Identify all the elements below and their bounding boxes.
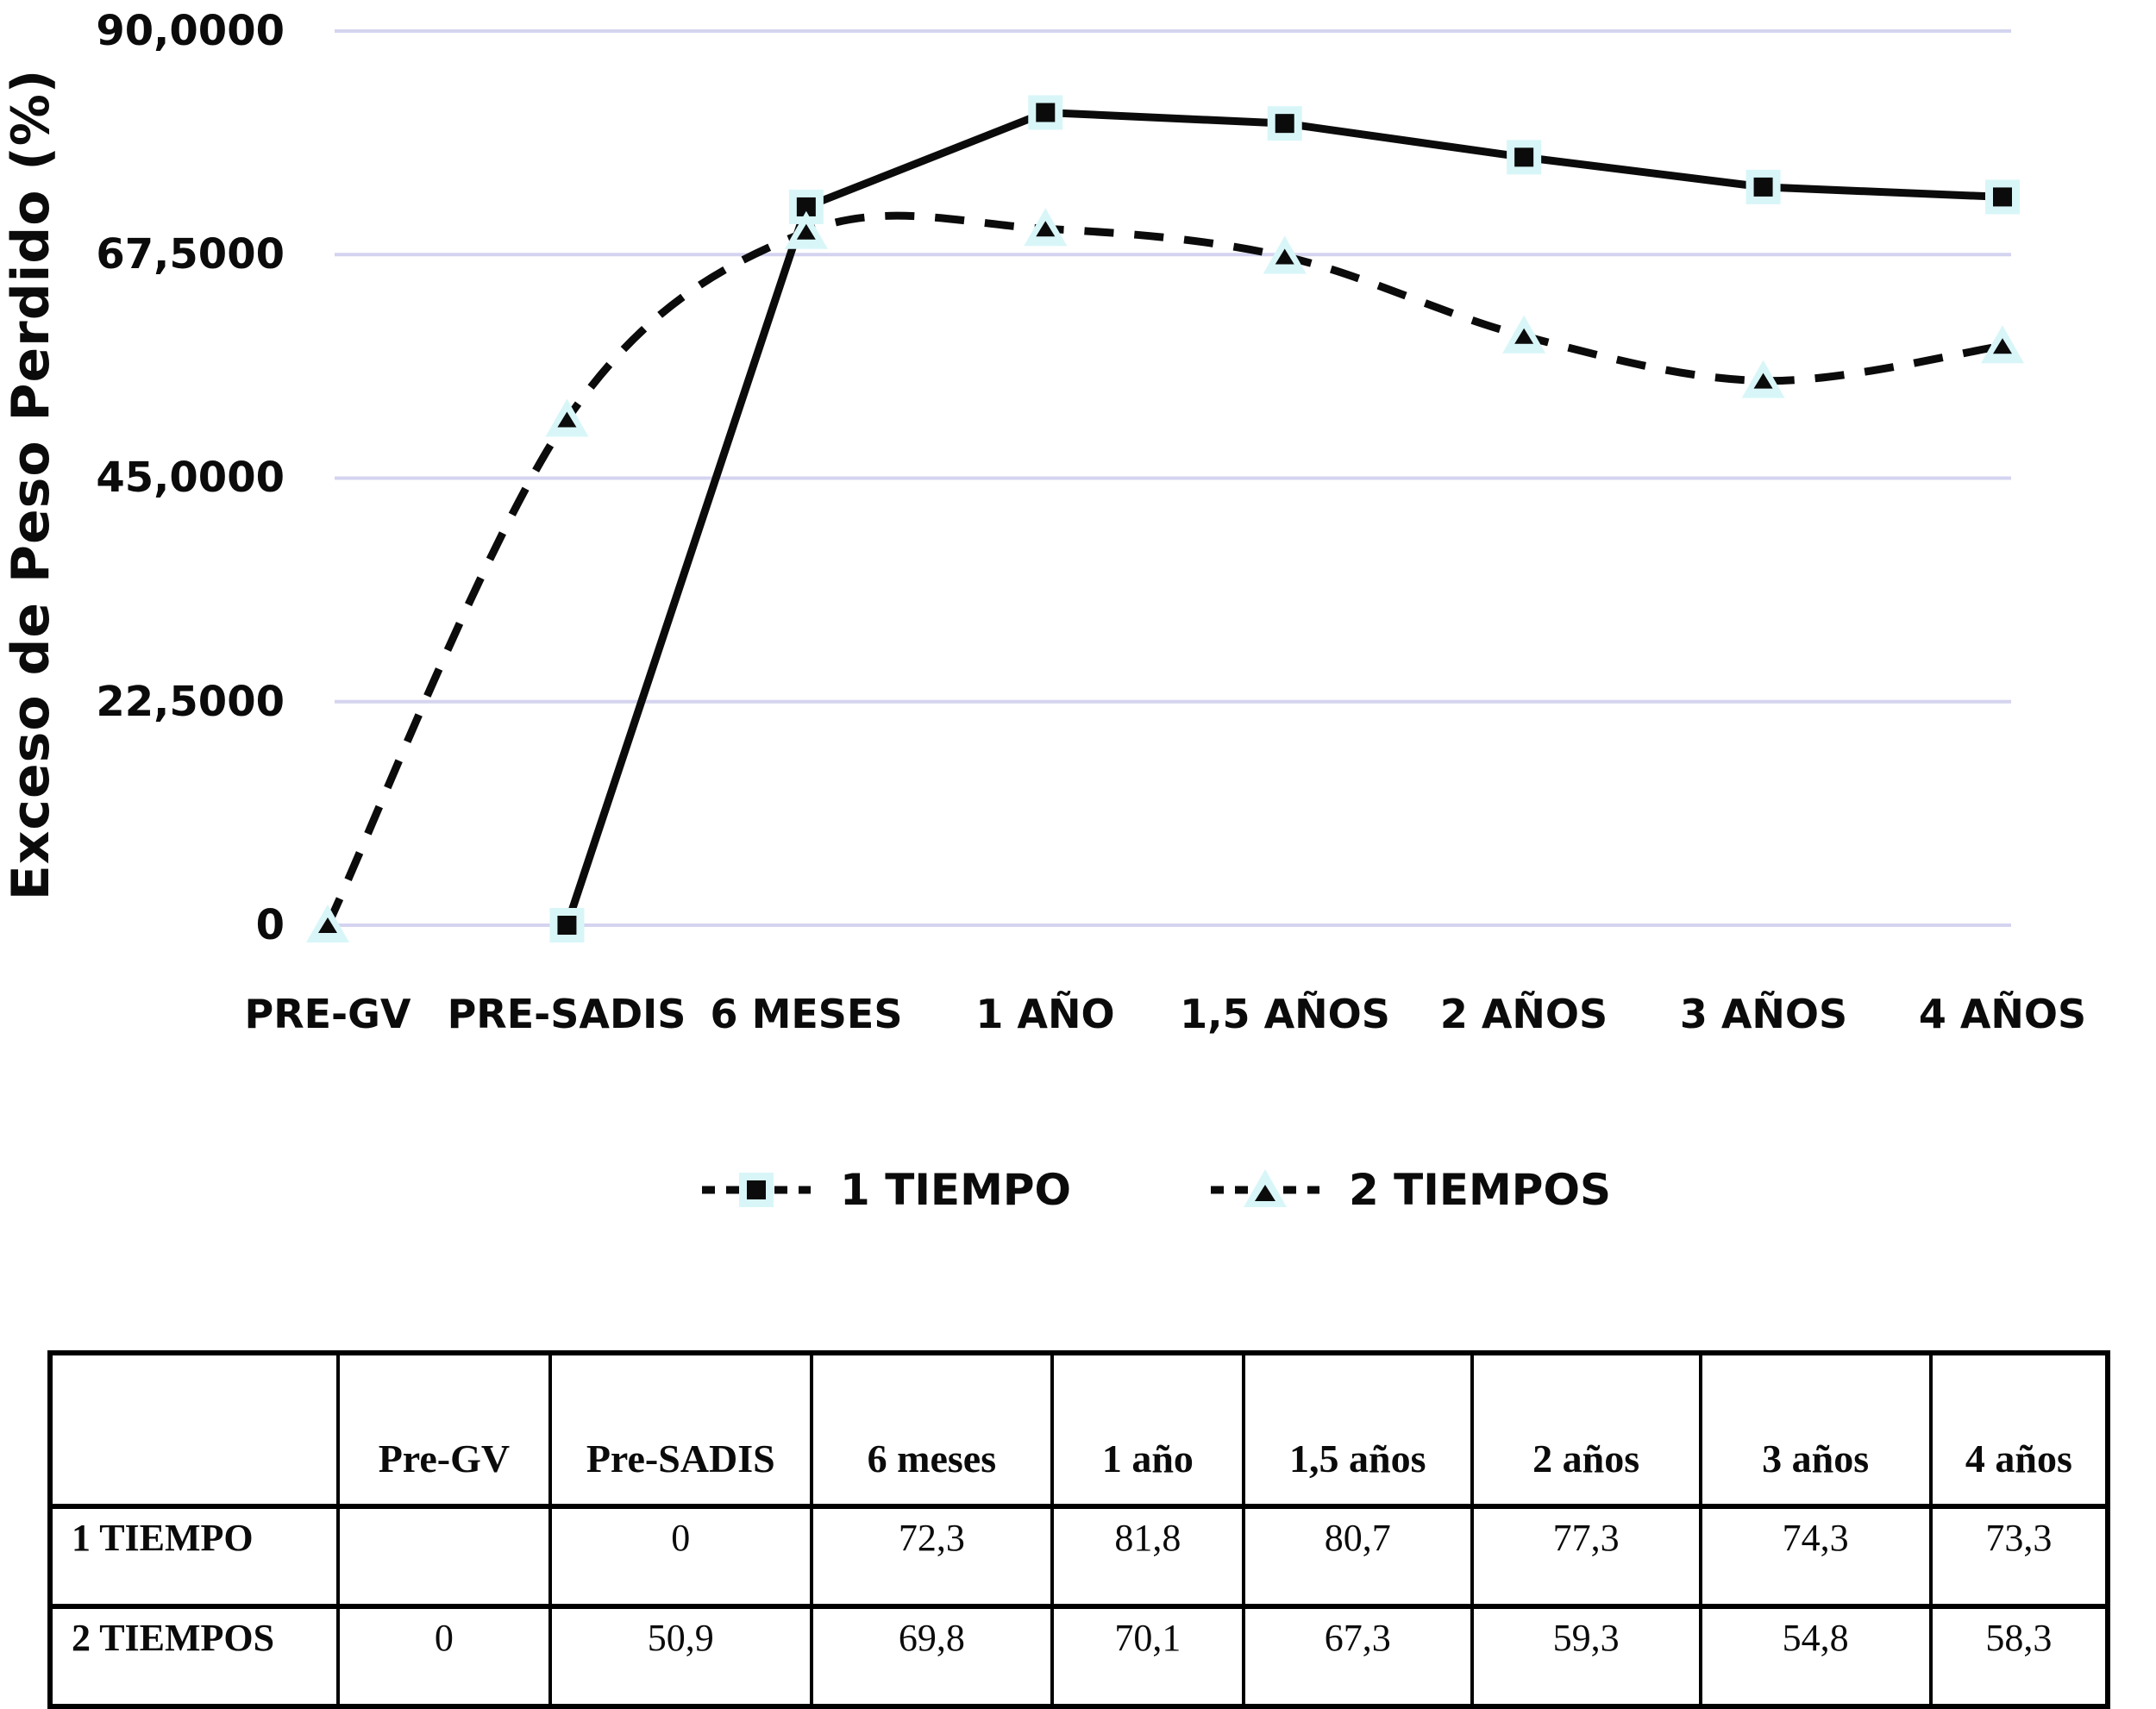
table-cell: 74,3 bbox=[1698, 1504, 1933, 1609]
table-cell: 77,3 bbox=[1470, 1504, 1702, 1609]
table-cell: 0 bbox=[548, 1504, 813, 1609]
x-tick-2-anos: 2 AÑOS bbox=[1439, 991, 1608, 1037]
header-cell-2-anos: 2 años bbox=[1470, 1350, 1702, 1509]
table-cell: 69,8 bbox=[809, 1604, 1054, 1709]
triangle-marker bbox=[1275, 248, 1294, 265]
data-table: Pre-GV Pre-SADIS 6 meses 1 año 1,5 años … bbox=[47, 1350, 2110, 1709]
row-label: 2 TIEMPOS bbox=[47, 1604, 341, 1709]
header-cell-1-5-anos: 1,5 años bbox=[1241, 1350, 1474, 1509]
y-tick-0: 0 bbox=[255, 901, 285, 949]
y-tick-67-5: 67,5000 bbox=[96, 230, 285, 279]
triangle-marker bbox=[796, 223, 816, 240]
legend-label: 2 TIEMPOS bbox=[1348, 1165, 1611, 1215]
table-cell: 67,3 bbox=[1241, 1604, 1474, 1709]
y-tick-45: 45,0000 bbox=[96, 454, 285, 502]
legend-label: 1 TIEMPO bbox=[840, 1165, 1071, 1215]
chart-legend: 1 TIEMPO 2 TIEMPOS bbox=[73, 1162, 2156, 1218]
header-cell-1-ano: 1 año bbox=[1050, 1350, 1245, 1509]
table-header-row: Pre-GV Pre-SADIS 6 meses 1 año 1,5 años … bbox=[47, 1350, 2110, 1509]
square-marker bbox=[796, 197, 816, 216]
series-line-triangle bbox=[323, 211, 2003, 927]
y-tick-22-5: 22,5000 bbox=[96, 678, 285, 726]
plot-canvas bbox=[306, 29, 2024, 942]
table-cell: 58,3 bbox=[1928, 1604, 2110, 1709]
x-tick-1-ano: 1 AÑO bbox=[975, 991, 1115, 1037]
x-tick-3-anos: 3 AÑOS bbox=[1679, 991, 1848, 1037]
table-cell: 81,8 bbox=[1050, 1504, 1245, 1609]
table-cell: 59,3 bbox=[1470, 1604, 1702, 1709]
table-cell: 0 bbox=[336, 1604, 552, 1709]
table-cell: 80,7 bbox=[1241, 1504, 1474, 1609]
table-cell: 73,3 bbox=[1928, 1504, 2110, 1609]
x-tick-pre-sadis: PRE-SADIS bbox=[447, 991, 686, 1037]
square-marker-icon bbox=[702, 1173, 812, 1207]
triangle-marker bbox=[1753, 372, 1773, 389]
x-tick-pre-gv: PRE-GV bbox=[244, 991, 411, 1037]
triangle-marker bbox=[318, 917, 337, 933]
table-cell: 50,9 bbox=[548, 1604, 813, 1709]
line-chart-figure: Exceso de Peso Perdido (%) 90,0000 67,50… bbox=[1, 7, 2087, 1037]
triangle-marker bbox=[1514, 328, 1534, 344]
x-tick-1-5-anos: 1,5 AÑOS bbox=[1180, 991, 1390, 1037]
square-marker bbox=[1753, 177, 1773, 197]
header-cell-pre-gv: Pre-GV bbox=[336, 1350, 552, 1509]
square-marker bbox=[1275, 114, 1294, 134]
table-row-1-tiempo: 1 TIEMPO 0 72,3 81,8 80,7 77,3 74,3 73,3 bbox=[47, 1504, 2110, 1609]
triangle-marker bbox=[1036, 221, 1056, 237]
series-line-square bbox=[563, 108, 2003, 927]
header-cell-4-anos: 4 años bbox=[1928, 1350, 2110, 1509]
triangle-marker bbox=[557, 411, 577, 428]
table-cell: 54,8 bbox=[1698, 1604, 1933, 1709]
header-cell-empty bbox=[47, 1350, 341, 1509]
table-cell bbox=[336, 1504, 552, 1609]
row-label: 1 TIEMPO bbox=[47, 1504, 341, 1609]
triangle-marker-icon bbox=[1210, 1169, 1319, 1207]
x-tick-6-meses: 6 MESES bbox=[710, 991, 903, 1037]
x-tick-4-anos: 4 AÑOS bbox=[1918, 991, 2087, 1037]
square-marker bbox=[1993, 187, 2012, 207]
table-cell: 72,3 bbox=[809, 1504, 1054, 1609]
header-cell-3-anos: 3 años bbox=[1698, 1350, 1933, 1509]
triangle-marker bbox=[1993, 338, 2012, 354]
header-cell-pre-sadis: Pre-SADIS bbox=[548, 1350, 813, 1509]
legend-item-2-tiempos: 2 TIEMPOS bbox=[1200, 1162, 1611, 1218]
square-marker bbox=[1036, 103, 1056, 122]
header-cell-6-meses: 6 meses bbox=[809, 1350, 1054, 1509]
square-marker bbox=[557, 916, 577, 935]
square-marker bbox=[1514, 147, 1534, 167]
table-row-2-tiempos: 2 TIEMPOS 0 50,9 69,8 70,1 67,3 59,3 54,… bbox=[47, 1604, 2110, 1709]
legend-item-1-tiempo: 1 TIEMPO bbox=[692, 1162, 1071, 1218]
table-cell: 70,1 bbox=[1050, 1604, 1245, 1709]
y-tick-90: 90,0000 bbox=[96, 7, 285, 55]
